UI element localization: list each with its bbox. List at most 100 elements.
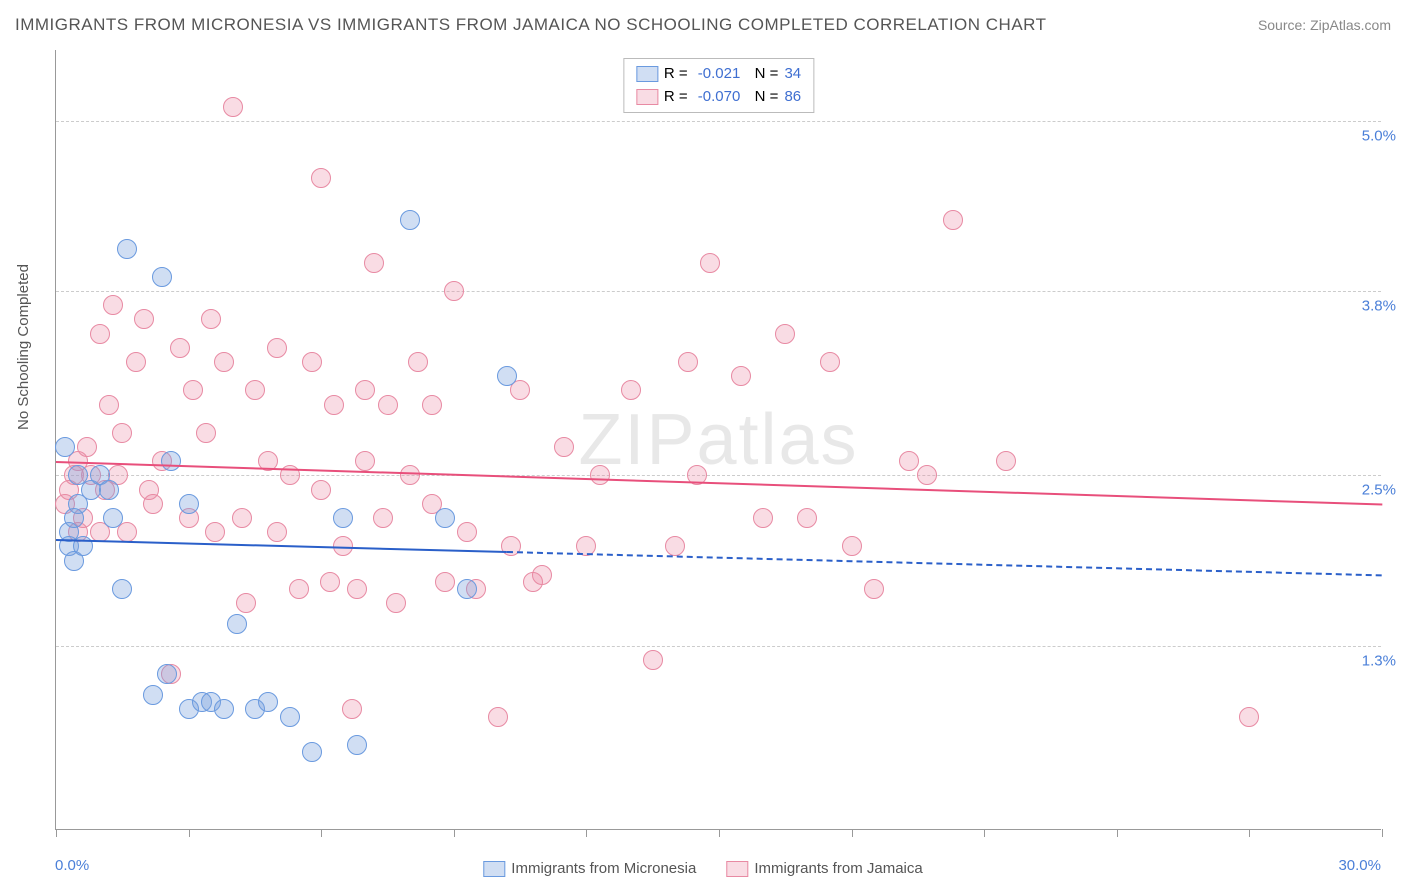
scatter-point: [731, 366, 751, 386]
scatter-point: [678, 352, 698, 372]
y-axis-label: No Schooling Completed: [15, 264, 32, 430]
y-tick-label: 3.8%: [1362, 298, 1396, 315]
scatter-point: [422, 395, 442, 415]
scatter-point: [112, 423, 132, 443]
scatter-point: [99, 480, 119, 500]
scatter-point: [126, 352, 146, 372]
scatter-point: [820, 352, 840, 372]
legend-n-label: N =: [746, 63, 778, 86]
series-legend-item: Immigrants from Jamaica: [726, 858, 922, 881]
scatter-point: [157, 664, 177, 684]
scatter-point: [134, 309, 154, 329]
scatter-point: [700, 253, 720, 273]
scatter-point: [899, 451, 919, 471]
legend-n-label: N =: [746, 86, 778, 109]
scatter-point: [324, 395, 344, 415]
scatter-point: [364, 253, 384, 273]
scatter-point: [143, 494, 163, 514]
gridline: [56, 121, 1381, 122]
scatter-point: [444, 281, 464, 301]
scatter-point: [917, 465, 937, 485]
x-tick: [189, 829, 190, 837]
scatter-point: [245, 380, 265, 400]
x-tick: [1249, 829, 1250, 837]
x-tick: [852, 829, 853, 837]
scatter-point: [302, 742, 322, 762]
scatter-point: [373, 508, 393, 528]
scatter-point: [435, 572, 455, 592]
x-tick: [56, 829, 57, 837]
scatter-point: [227, 614, 247, 634]
scatter-point: [501, 536, 521, 556]
scatter-point: [333, 508, 353, 528]
legend-r-label: R =: [664, 86, 688, 109]
scatter-point: [77, 437, 97, 457]
scatter-point: [170, 338, 190, 358]
legend-r-label: R =: [664, 63, 688, 86]
x-end-label: 30.0%: [1338, 857, 1381, 874]
y-tick-label: 5.0%: [1362, 127, 1396, 144]
scatter-point: [214, 352, 234, 372]
series-legend-label: Immigrants from Jamaica: [754, 858, 922, 881]
scatter-point: [400, 465, 420, 485]
legend-r-value: -0.021: [694, 63, 741, 86]
scatter-point: [665, 536, 685, 556]
scatter-point: [435, 508, 455, 528]
watermark: ZIPatlas: [578, 399, 858, 481]
scatter-point: [554, 437, 574, 457]
y-tick-label: 2.5%: [1362, 482, 1396, 499]
scatter-point: [457, 522, 477, 542]
scatter-point: [103, 295, 123, 315]
scatter-point: [943, 210, 963, 230]
stats-legend-row: R = -0.021 N = 34: [636, 63, 801, 86]
scatter-point: [408, 352, 428, 372]
scatter-point: [400, 210, 420, 230]
scatter-point: [347, 579, 367, 599]
scatter-point: [355, 451, 375, 471]
scatter-point: [590, 465, 610, 485]
scatter-point: [55, 437, 75, 457]
scatter-point: [775, 324, 795, 344]
scatter-point: [996, 451, 1016, 471]
scatter-point: [842, 536, 862, 556]
x-tick: [719, 829, 720, 837]
legend-n-value: 34: [784, 63, 801, 86]
scatter-point: [103, 508, 123, 528]
scatter-point: [179, 494, 199, 514]
scatter-point: [457, 579, 477, 599]
scatter-point: [205, 522, 225, 542]
series-legend: Immigrants from Micronesia Immigrants fro…: [483, 858, 922, 881]
scatter-point: [143, 685, 163, 705]
scatter-point: [112, 579, 132, 599]
x-tick: [321, 829, 322, 837]
scatter-point: [280, 707, 300, 727]
scatter-point: [797, 508, 817, 528]
x-tick: [586, 829, 587, 837]
chart-title: IMMIGRANTS FROM MICRONESIA VS IMMIGRANTS…: [15, 15, 1047, 35]
scatter-point: [161, 451, 181, 471]
legend-swatch: [726, 861, 748, 877]
stats-legend-row: R = -0.070 N = 86: [636, 86, 801, 109]
scatter-point: [152, 267, 172, 287]
title-bar: IMMIGRANTS FROM MICRONESIA VS IMMIGRANTS…: [15, 15, 1391, 35]
trend-line: [56, 539, 507, 553]
scatter-point: [643, 650, 663, 670]
x-start-label: 0.0%: [55, 857, 89, 874]
y-tick-label: 1.3%: [1362, 652, 1396, 669]
legend-swatch: [483, 861, 505, 877]
scatter-point: [864, 579, 884, 599]
scatter-point: [386, 593, 406, 613]
legend-n-value: 86: [784, 86, 801, 109]
scatter-point: [267, 338, 287, 358]
x-tick: [1382, 829, 1383, 837]
scatter-point: [183, 380, 203, 400]
scatter-point: [90, 324, 110, 344]
scatter-point: [320, 572, 340, 592]
scatter-point: [347, 735, 367, 755]
legend-swatch: [636, 66, 658, 82]
scatter-point: [214, 699, 234, 719]
x-tick: [454, 829, 455, 837]
series-legend-label: Immigrants from Micronesia: [511, 858, 696, 881]
legend-r-value: -0.070: [694, 86, 741, 109]
scatter-point: [532, 565, 552, 585]
